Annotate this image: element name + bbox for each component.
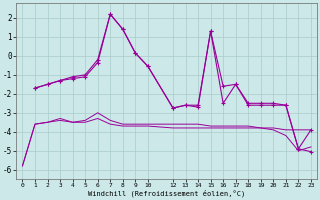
X-axis label: Windchill (Refroidissement éolien,°C): Windchill (Refroidissement éolien,°C) (88, 190, 245, 197)
